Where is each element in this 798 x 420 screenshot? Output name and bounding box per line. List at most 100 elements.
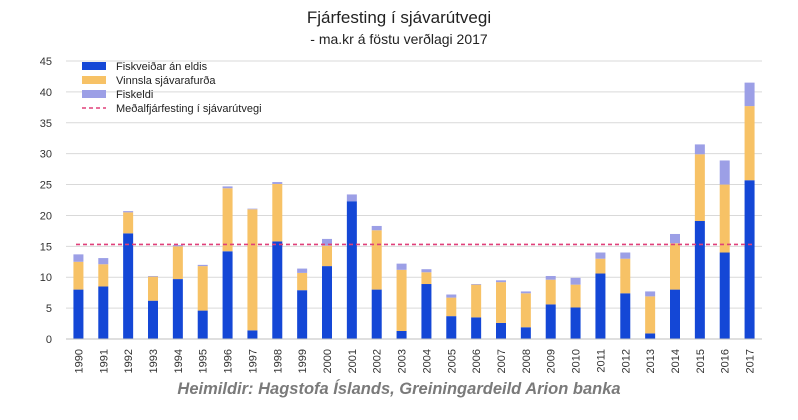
legend-swatch bbox=[82, 90, 106, 98]
x-tick-label: 1994 bbox=[173, 349, 185, 373]
chart-title: Fjárfesting í sjávarútvegi bbox=[306, 8, 492, 27]
bar-segment bbox=[545, 279, 556, 305]
y-tick-label: 30 bbox=[40, 149, 52, 161]
bar-segment bbox=[421, 284, 432, 339]
x-tick-label: 2007 bbox=[496, 349, 508, 373]
bar-segment bbox=[421, 269, 432, 273]
bar-segment bbox=[247, 209, 258, 331]
y-tick-label: 35 bbox=[40, 118, 52, 130]
bar-segment bbox=[322, 238, 332, 246]
source-note: Heimildir: Hagstofa Íslands, Greiningard… bbox=[177, 380, 621, 398]
bar-segment bbox=[197, 264, 208, 267]
y-tick-label: 10 bbox=[40, 272, 52, 284]
bar-segment bbox=[645, 296, 656, 334]
bar-segment bbox=[744, 82, 755, 107]
bar-segment bbox=[520, 293, 531, 328]
bar-segment bbox=[123, 211, 134, 213]
bar-segment bbox=[322, 245, 332, 267]
x-tick-label: 1997 bbox=[247, 349, 259, 373]
y-tick-label: 20 bbox=[40, 210, 52, 222]
bar-segment bbox=[719, 160, 730, 185]
bar-segment bbox=[545, 304, 556, 339]
bar-segment bbox=[645, 333, 656, 339]
bar-segment bbox=[98, 258, 109, 265]
bar-segment bbox=[446, 294, 457, 298]
bar-segment bbox=[297, 290, 308, 339]
bar-segment bbox=[421, 272, 432, 285]
bar-segment bbox=[694, 154, 705, 222]
bar-segment bbox=[98, 264, 109, 287]
bar-segment bbox=[197, 266, 208, 311]
bar-segment bbox=[346, 194, 357, 202]
x-tick-label: 1999 bbox=[297, 349, 309, 373]
bar-segment bbox=[719, 252, 730, 339]
legend: Fiskveiðar án eldis Vinnsla sjávarafurða F… bbox=[82, 61, 262, 115]
bar-segment bbox=[670, 233, 680, 244]
x-tick-label: 2015 bbox=[695, 349, 707, 373]
x-tick-label: 2002 bbox=[372, 349, 384, 373]
x-tick-label: 1995 bbox=[198, 349, 210, 373]
axes: 0 5 10 15 20 25 30 35 40 45 1990 1991 1992 1993 1994 19… bbox=[40, 56, 762, 373]
bar-segment bbox=[570, 307, 581, 339]
legend-label: Fiskeldi bbox=[116, 89, 153, 101]
x-tick-label: 2016 bbox=[720, 349, 732, 373]
bar-segment bbox=[222, 251, 233, 339]
bar-segment bbox=[595, 252, 606, 259]
bar-segment bbox=[172, 246, 183, 280]
bar-segment bbox=[446, 316, 457, 339]
legend-swatch bbox=[82, 62, 106, 70]
bar-segment bbox=[670, 289, 680, 339]
y-tick-label: 15 bbox=[40, 241, 52, 253]
bar-segment bbox=[520, 291, 531, 294]
bar-segment bbox=[694, 144, 705, 155]
bar-segment bbox=[570, 277, 581, 285]
bar-segment bbox=[396, 330, 407, 339]
bar-segment bbox=[694, 221, 705, 339]
x-tick-label: 2013 bbox=[645, 349, 657, 373]
legend-label: Fiskveiðar án eldis bbox=[116, 61, 208, 73]
bar-segment bbox=[172, 245, 183, 247]
bar-segment bbox=[620, 293, 631, 339]
bar-segment bbox=[123, 212, 134, 234]
bar-segment bbox=[496, 322, 506, 339]
y-tick-label: 40 bbox=[40, 87, 52, 99]
x-tick-label: 2006 bbox=[471, 349, 483, 373]
bar-segment bbox=[247, 330, 258, 339]
bar-segment bbox=[148, 276, 158, 301]
legend-swatch bbox=[82, 76, 106, 84]
y-tick-label: 45 bbox=[40, 56, 52, 68]
bar-segment bbox=[471, 317, 482, 339]
x-tick-label: 2000 bbox=[322, 349, 334, 373]
bar-segment bbox=[570, 284, 581, 308]
bar-segment bbox=[148, 300, 158, 339]
bar-segment bbox=[371, 289, 382, 339]
bar-segment bbox=[471, 284, 482, 285]
x-tick-label: 2004 bbox=[421, 349, 433, 373]
bar-segment bbox=[73, 261, 84, 290]
y-tick-label: 0 bbox=[46, 334, 52, 346]
bar-segment bbox=[545, 275, 556, 280]
x-tick-label: 2009 bbox=[546, 349, 558, 373]
x-tick-label: 2008 bbox=[521, 349, 533, 373]
bar-segment bbox=[744, 106, 755, 181]
x-tick-label: 2010 bbox=[571, 349, 583, 373]
bar-segment bbox=[123, 233, 134, 339]
bar-segment bbox=[98, 286, 109, 339]
bar-segment bbox=[396, 263, 407, 270]
x-tick-label: 2011 bbox=[595, 349, 607, 373]
chart-subtitle: - ma.kr á föstu verðlagi 2017 bbox=[310, 31, 488, 47]
bar-segment bbox=[520, 327, 531, 339]
legend-label: Vinnsla sjávarafurða bbox=[116, 75, 216, 87]
bar-segment bbox=[670, 243, 680, 290]
bar-segment bbox=[744, 180, 755, 339]
bar-segment bbox=[371, 230, 382, 290]
x-tick-label: 1991 bbox=[98, 349, 110, 373]
x-tick-label: 2014 bbox=[670, 349, 682, 373]
x-tick-label: 2003 bbox=[397, 349, 409, 373]
bar-segment bbox=[197, 310, 208, 339]
bar-segment bbox=[172, 279, 183, 339]
bar-segment bbox=[272, 182, 283, 184]
bar-segment bbox=[272, 241, 283, 339]
bar-segment bbox=[272, 183, 283, 242]
x-tick-label: 1996 bbox=[223, 349, 235, 373]
